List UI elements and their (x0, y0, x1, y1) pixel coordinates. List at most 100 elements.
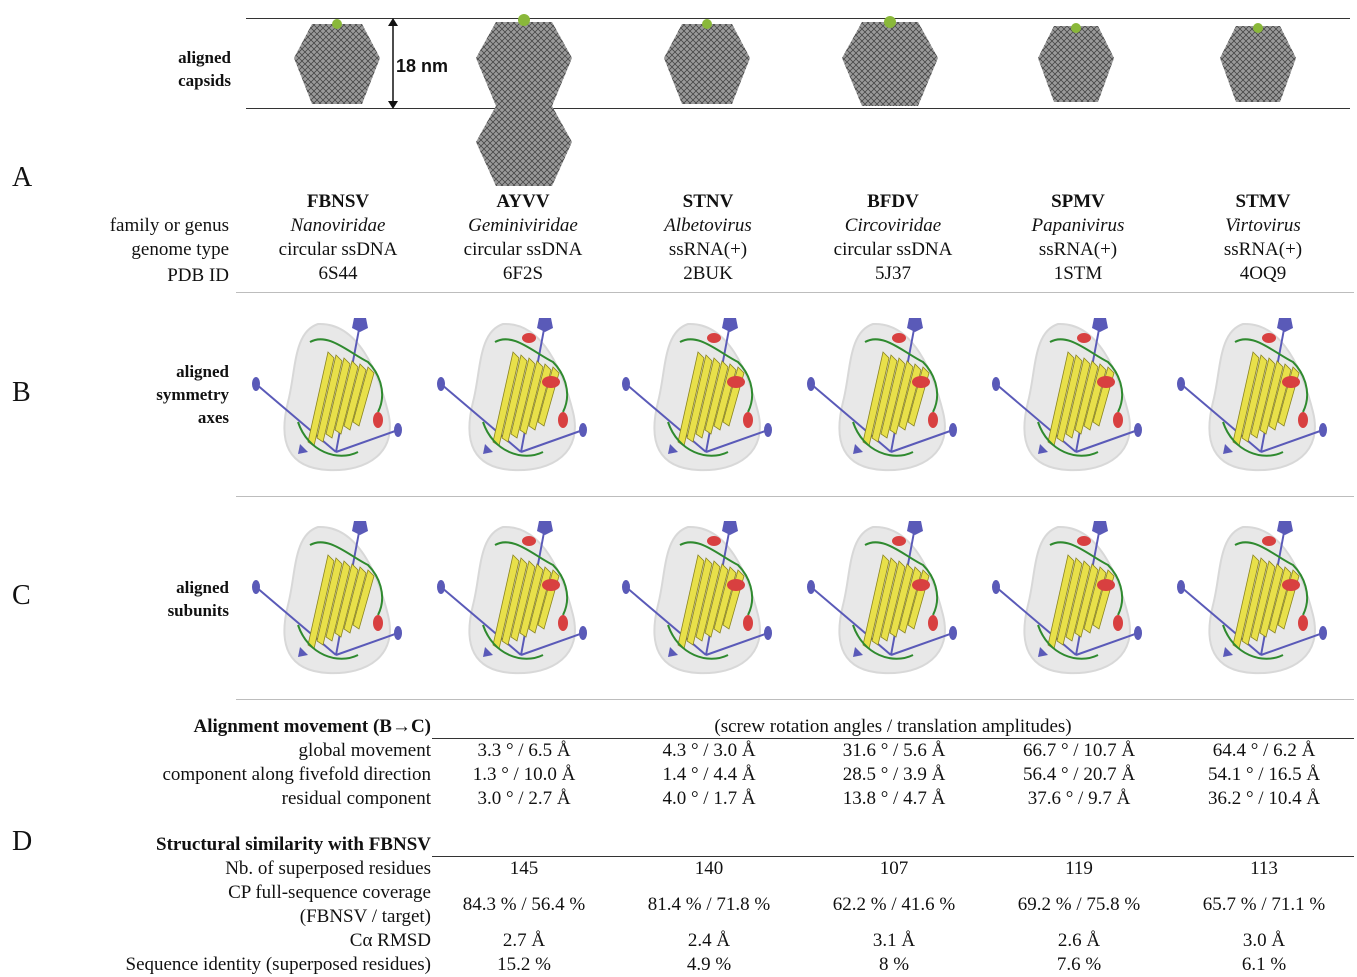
panel-label-c: C (12, 580, 31, 611)
movement-row-label: residual component (281, 788, 431, 809)
movement-cell: 36.2 ° / 10.4 Å (1207, 788, 1321, 809)
movement-rule (432, 738, 1354, 739)
similarity-cell: 6.1 % (1241, 954, 1287, 975)
virus-genome: circular ssDNA (833, 239, 953, 260)
row-label-line: symmetry (156, 385, 229, 404)
virus-pdb: 5J37 (875, 263, 911, 284)
subunit-structure (992, 521, 1142, 675)
movement-cell: 64.4 ° / 6.2 Å (1212, 740, 1316, 761)
movement-cell: 56.4 ° / 20.7 Å (1022, 764, 1136, 785)
capsid-fbnsv (294, 19, 380, 104)
virus-family: Albetovirus (664, 215, 752, 236)
virus-genome: circular ssDNA (278, 239, 398, 260)
virus-family: Virtovirus (1225, 215, 1301, 236)
scale-bar (388, 18, 398, 109)
virus-pdb: 6S44 (318, 263, 358, 284)
virus-name: SPMV (1051, 191, 1105, 212)
subunit-structure (1177, 318, 1327, 472)
capsid-bfdv (842, 16, 938, 106)
panel-label-d: D (12, 826, 33, 857)
similarity-row-label: Nb. of superposed residues (225, 858, 431, 879)
row-label-subunits: aligned subunits (168, 576, 229, 622)
meta-label-pdb: PDB ID (167, 265, 229, 286)
virus-name: BFDV (867, 191, 919, 212)
movement-cell: 1.4 ° / 4.4 Å (662, 764, 756, 785)
similarity-cell: 119 (1065, 858, 1093, 879)
separator-c-d (236, 699, 1354, 700)
row-label-line: axes (197, 408, 229, 427)
subunit-structure (1177, 521, 1327, 675)
similarity-cell: 2.7 Å (502, 930, 546, 951)
virus-pdb: 4OQ9 (1239, 263, 1287, 284)
row-label-line: capsids (178, 71, 231, 90)
subunit-structure (437, 318, 587, 472)
subunit-structure (807, 521, 957, 675)
virus-family: Circoviridae (844, 215, 942, 236)
subunit-structure (622, 521, 772, 675)
similarity-cell: 4.9 % (686, 954, 732, 975)
similarity-cell: 62.2 % / 41.6 % (832, 894, 956, 915)
virus-column-stnv: STNV Albetovirus ssRNA(+) 2BUK (618, 190, 798, 286)
movement-header: Alignment movement (B→C) (193, 716, 431, 737)
similarity-cell: 3.0 Å (1242, 930, 1286, 951)
scale-label: 18 nm (396, 56, 449, 76)
similarity-cell: 140 (694, 858, 724, 879)
similarity-cell: 145 (509, 858, 539, 879)
row-label-capsids: aligned capsids (178, 46, 231, 92)
capsid-stnv (664, 19, 750, 104)
meta-label-family: family or genus (109, 215, 229, 236)
virus-column-fbnsv: FBNSV Nanoviridae circular ssDNA 6S44 (248, 190, 428, 286)
movement-cell: 1.3 ° / 10.0 Å (472, 764, 576, 785)
similarity-cell: 2.4 Å (687, 930, 731, 951)
similarity-row-label: Sequence identity (superposed residues) (125, 954, 432, 975)
virus-column-bfdv: BFDV Circoviridae circular ssDNA 5J37 (803, 190, 983, 286)
subunit-structure (992, 318, 1142, 472)
row-label-line: subunits (167, 601, 229, 620)
virus-pdb: 6F2S (502, 263, 544, 284)
movement-cell: 31.6 ° / 5.6 Å (842, 740, 946, 761)
similarity-rule (432, 856, 1354, 857)
panel-label-b: B (12, 377, 31, 408)
subunit-structure (252, 521, 402, 675)
capsid-top-line (246, 18, 1350, 19)
virus-genome: circular ssDNA (463, 239, 583, 260)
similarity-header: Structural similarity with FBNSV (156, 834, 431, 855)
movement-cell: 13.8 ° / 4.7 Å (842, 788, 946, 809)
movement-cell: 3.3 ° / 6.5 Å (477, 740, 571, 761)
movement-cell: 54.1 ° / 16.5 Å (1207, 764, 1321, 785)
virus-genome: ssRNA(+) (1038, 239, 1118, 260)
separator-b-c (236, 496, 1354, 497)
movement-cell: 66.7 ° / 10.7 Å (1022, 740, 1136, 761)
similarity-row-label: (FBNSV / target) (299, 906, 431, 927)
panel-label-a: A (12, 162, 33, 193)
similarity-cell: 3.1 Å (872, 930, 916, 951)
virus-column-ayvv: AYVV Geminiviridae circular ssDNA 6F2S (433, 190, 613, 286)
meta-label-genome: genome type (131, 239, 229, 260)
virus-family: Papanivirus (1031, 215, 1125, 236)
virus-pdb: 1STM (1053, 263, 1103, 284)
movement-row-label: global movement (298, 740, 431, 761)
subunit-structure (622, 318, 772, 472)
virus-name: FBNSV (306, 191, 370, 212)
subunit-structure (252, 318, 402, 472)
similarity-cell: 107 (879, 858, 909, 879)
movement-subheader: (screw rotation angles / translation amp… (714, 716, 1072, 737)
capsid-stmv (1220, 23, 1296, 102)
virus-family: Nanoviridae (290, 215, 386, 236)
separator-a-b (236, 292, 1354, 293)
similarity-cell: 15.2 % (497, 954, 551, 975)
capsid-spmv (1038, 23, 1114, 102)
movement-cell: 4.0 ° / 1.7 Å (662, 788, 756, 809)
movement-cell: 4.3 ° / 3.0 Å (662, 740, 756, 761)
capsid-bottom-line (246, 108, 1350, 109)
row-label-line: aligned (176, 362, 229, 381)
similarity-cell: 2.6 Å (1057, 930, 1101, 951)
virus-name: STNV (682, 191, 734, 212)
similarity-cell: 65.7 % / 71.1 % (1202, 894, 1326, 915)
virus-genome: ssRNA(+) (668, 239, 748, 260)
symmetry-axes (252, 521, 402, 657)
row-label-line: aligned (176, 578, 229, 597)
similarity-row-label: CP full-sequence coverage (228, 882, 431, 903)
movement-cell: 28.5 ° / 3.9 Å (842, 764, 946, 785)
similarity-cell: 84.3 % / 56.4 % (462, 894, 586, 915)
